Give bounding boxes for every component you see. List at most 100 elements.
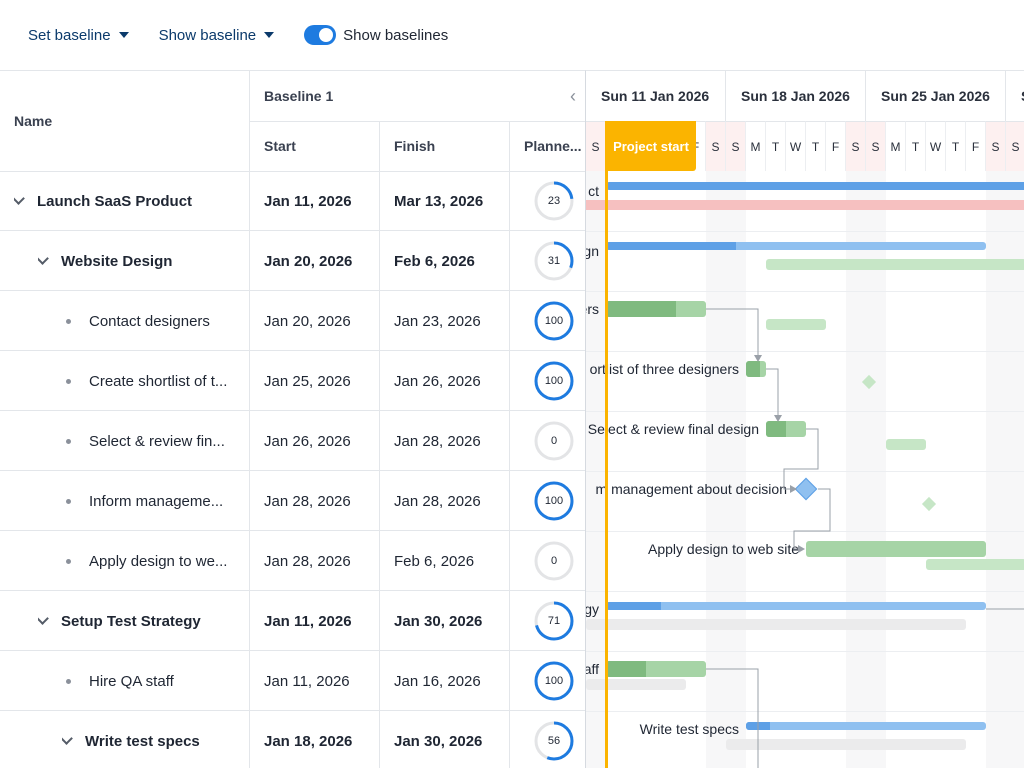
progress-ring: [534, 421, 574, 461]
weekend-column: [726, 171, 746, 768]
finish-date-cell[interactable]: Jan 16, 2026: [394, 672, 481, 690]
caret-down-icon: [264, 32, 275, 38]
expand-chevron-icon[interactable]: [38, 252, 49, 265]
start-date-cell[interactable]: Jan 25, 2026: [264, 372, 351, 390]
toggle-knob: [319, 28, 334, 42]
header-divider: [0, 171, 585, 172]
task-label: gy: [585, 601, 599, 617]
task-name: Create shortlist of t...: [89, 372, 228, 390]
finish-date-cell[interactable]: Mar 13, 2026: [394, 192, 484, 210]
timeline-day-label: T: [946, 121, 966, 171]
progress-ring: [534, 481, 574, 521]
show-baseline-button[interactable]: Show baseline: [159, 27, 275, 44]
table-row[interactable]: Inform manageme... Jan 28, 2026 Jan 28, 20…: [0, 471, 585, 531]
timeline-week-label: Sun 11 Jan 2026: [586, 71, 726, 121]
task-name-cell[interactable]: Hire QA staff: [66, 651, 240, 711]
summary-bar[interactable]: [746, 722, 986, 730]
start-date-cell[interactable]: Jan 18, 2026: [264, 732, 353, 750]
bullet-icon: [66, 318, 71, 324]
expand-chevron-icon[interactable]: [62, 732, 73, 745]
progress-ring: [534, 601, 574, 641]
bullet-icon: [66, 378, 71, 384]
task-name-cell[interactable]: Contact designers: [66, 291, 240, 351]
task-name-cell[interactable]: Select & review fin...: [66, 411, 240, 471]
collapse-chevron-left-icon[interactable]: ‹: [570, 85, 576, 106]
table-row[interactable]: Hire QA staff Jan 11, 2026 Jan 16, 2026 100: [0, 651, 585, 711]
table-row[interactable]: Select & review fin... Jan 26, 2026 Jan 28…: [0, 411, 585, 471]
task-name-cell[interactable]: Setup Test Strategy: [38, 591, 240, 651]
table-row[interactable]: Launch SaaS Product Jan 11, 2026 Mar 13, 2…: [0, 171, 585, 231]
dependency-line: [706, 308, 759, 361]
task-name: Inform manageme...: [89, 492, 224, 510]
weekend-column: [846, 171, 866, 768]
gantt-row-divider: [586, 471, 1024, 472]
finish-date-cell[interactable]: Jan 28, 2026: [394, 492, 481, 510]
finish-date-cell[interactable]: Jan 26, 2026: [394, 372, 481, 390]
baseline-bar: [926, 559, 1024, 570]
bullet-icon: [66, 438, 71, 444]
progress-ring: [534, 181, 574, 221]
baseline-bar: [766, 259, 1024, 270]
column-divider: [249, 71, 250, 768]
table-row[interactable]: Contact designers Jan 20, 2026 Jan 23, 202…: [0, 291, 585, 351]
task-name-cell[interactable]: Create shortlist of t...: [66, 351, 240, 411]
progress-ring-fill: [534, 241, 574, 281]
start-date-cell[interactable]: Jan 20, 2026: [264, 252, 353, 270]
finish-date-cell[interactable]: Feb 6, 2026: [394, 552, 475, 570]
timeline-week-label: Sun 18 Jan 2026: [726, 71, 866, 121]
summary-bar[interactable]: [606, 242, 986, 250]
table-row[interactable]: Apply design to we... Jan 28, 2026 Feb 6, …: [0, 531, 585, 591]
start-date-cell[interactable]: Jan 28, 2026: [264, 492, 351, 510]
planned-percent: 0: [550, 435, 558, 447]
finish-date-cell[interactable]: Jan 30, 2026: [394, 612, 483, 630]
finish-date-cell[interactable]: Feb 6, 2026: [394, 252, 475, 270]
start-date-cell[interactable]: Jan 20, 2026: [264, 312, 351, 330]
table-row[interactable]: Website Design Jan 20, 2026 Feb 6, 2026 31: [0, 231, 585, 291]
progress-ring: [534, 301, 574, 341]
weekend-column: [986, 171, 1006, 768]
column-header-name[interactable]: Name: [14, 113, 53, 129]
expand-chevron-icon[interactable]: [38, 612, 49, 625]
bullet-icon: [66, 498, 71, 504]
expand-chevron-icon[interactable]: [14, 192, 25, 205]
finish-date-cell[interactable]: Jan 30, 2026: [394, 732, 483, 750]
weekend-column: [586, 171, 606, 768]
summary-bar[interactable]: [606, 602, 986, 610]
caret-down-icon: [118, 32, 129, 38]
finish-date-cell[interactable]: Jan 28, 2026: [394, 432, 481, 450]
timeline-day-label: S: [866, 121, 886, 171]
start-date-cell[interactable]: Jan 28, 2026: [264, 552, 351, 570]
table-row[interactable]: Setup Test Strategy Jan 11, 2026 Jan 30, 2…: [0, 591, 585, 651]
progress-ring: [534, 241, 574, 281]
column-header-planned[interactable]: Planne...: [524, 138, 582, 154]
task-label: ortlist of three designers: [589, 361, 739, 377]
task-name-cell[interactable]: Write test specs: [62, 711, 240, 768]
start-date-cell[interactable]: Jan 11, 2026: [264, 612, 352, 630]
task-bar[interactable]: [806, 541, 986, 557]
column-group-header-baseline[interactable]: Baseline 1: [264, 88, 334, 104]
show-baselines-toggle[interactable]: [304, 25, 337, 45]
start-date-cell[interactable]: Jan 11, 2026: [264, 672, 350, 690]
timeline-week-label: Sun 25 Jan 2026: [866, 71, 1006, 121]
table-row[interactable]: Create shortlist of t... Jan 25, 2026 Jan …: [0, 351, 585, 411]
task-name-cell[interactable]: Inform manageme...: [66, 471, 240, 531]
summary-bar[interactable]: [606, 182, 1024, 190]
column-header-start[interactable]: Start: [264, 138, 296, 154]
progress-ring-fill: [534, 361, 574, 401]
project-start-marker[interactable]: Project start: [606, 121, 696, 171]
finish-date-cell[interactable]: Jan 23, 2026: [394, 312, 481, 330]
column-header-finish[interactable]: Finish: [394, 138, 436, 154]
set-baseline-button[interactable]: Set baseline: [28, 27, 129, 44]
gantt-row-divider: [586, 291, 1024, 292]
task-name-cell[interactable]: Apply design to we...: [66, 531, 240, 591]
table-row[interactable]: Write test specs Jan 18, 2026 Jan 30, 2026…: [0, 711, 585, 768]
baseline-bar: [886, 439, 926, 450]
start-date-cell[interactable]: Jan 11, 2026: [264, 192, 352, 210]
task-name-cell[interactable]: Website Design: [38, 231, 240, 291]
start-date-cell[interactable]: Jan 26, 2026: [264, 432, 351, 450]
column-divider: [379, 121, 380, 768]
dependency-line: [783, 428, 819, 490]
planned-percent: 100: [544, 315, 564, 327]
task-name: Website Design: [61, 252, 173, 270]
task-name-cell[interactable]: Launch SaaS Product: [14, 171, 240, 231]
